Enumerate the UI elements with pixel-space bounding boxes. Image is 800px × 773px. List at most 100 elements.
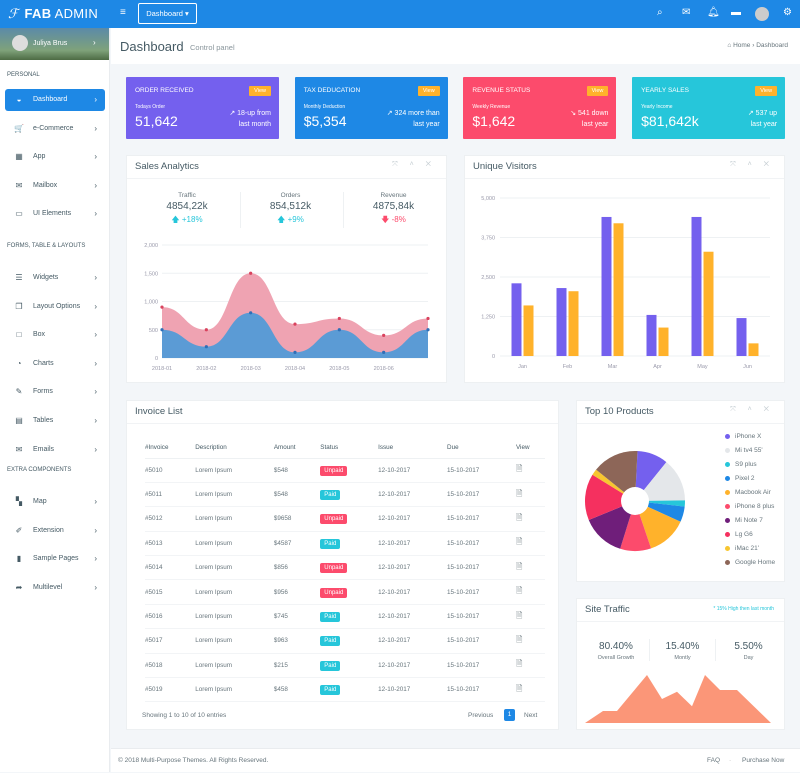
legend-item: Pixel 2 <box>725 475 755 482</box>
column-header[interactable]: Issue <box>378 438 448 459</box>
view-document-icon[interactable]: 🗎 <box>515 634 523 644</box>
status-badge: Unpaid <box>320 587 348 598</box>
purchase-link[interactable]: Purchase Now <box>742 757 785 764</box>
pie-slice-iphone-x <box>635 451 667 501</box>
sidebar-item-app[interactable]: ▦ App › <box>5 146 105 168</box>
cell: 12-10-2017 <box>378 579 448 605</box>
hamburger-icon[interactable]: ≡ <box>120 7 126 18</box>
cell: Lorem Ipsum <box>195 628 274 654</box>
pie-slice-mi-tv4-55- <box>635 462 685 501</box>
previous-button[interactable]: Previous <box>468 712 494 719</box>
page-1-button[interactable]: 1 <box>504 709 515 721</box>
sidebar-item-dashboard[interactable]: ◒ Dashboard › <box>5 89 105 111</box>
delta-line: last year <box>750 121 778 128</box>
user-profile[interactable]: Juliya Brus › <box>0 28 109 60</box>
pie-slice-mi-note-7 <box>588 501 635 549</box>
sidebar-item-emails[interactable]: ✉ Emails › <box>5 439 105 461</box>
bell-icon[interactable]: 🔔︎ <box>707 7 720 18</box>
kpi-label: Revenue <box>380 192 407 199</box>
x-tick-label: 2018-06 <box>374 366 394 372</box>
cell: 15-10-2017 <box>447 531 516 557</box>
y-tick-label: 1,250 <box>481 315 495 321</box>
stat-card: YEARLY SALES View Yearly Income $81,642k ↗ 5… <box>632 77 786 139</box>
view-button[interactable]: View <box>586 86 609 96</box>
card-controls[interactable]: ⤧ ˄ ✕ <box>730 406 774 413</box>
bar-jun-0 <box>736 318 747 356</box>
sidebar: Juliya Brus › PERSONAL FORMS, TABLE & LAY… <box>0 28 110 772</box>
sidebar-item-map[interactable]: ▚ Map › <box>5 491 105 513</box>
column-header[interactable]: Due <box>447 438 516 459</box>
view-document-icon[interactable]: 🗎 <box>515 488 523 498</box>
breadcrumb-home[interactable]: Home <box>733 42 751 49</box>
sidebar-item-multilevel[interactable]: ➦ Multilevel › <box>5 577 105 599</box>
visitors-bar-chart: 0 1,250 2,500 3,750 5,000 Jan Feb Mar Apr May Jun <box>481 196 770 370</box>
cell: #5013 <box>145 531 196 557</box>
sidebar-item-layout-options[interactable]: ❐ Layout Options › <box>5 296 105 318</box>
column-header[interactable]: #Invoice <box>145 438 196 459</box>
card-controls[interactable]: ⤧ ˄ ✕ <box>392 161 436 168</box>
share-icon: ➦ <box>15 582 23 592</box>
view-document-icon[interactable]: 🗎 <box>515 683 523 693</box>
search-icon[interactable]: ⌕ <box>657 7 663 18</box>
cell-text: 12-10-2017 <box>378 466 411 474</box>
faq-link[interactable]: FAQ <box>707 757 721 764</box>
column-header[interactable]: Description <box>195 438 274 459</box>
sidebar-item-label: Mailbox <box>33 181 58 189</box>
stat-card: REVENUE STATUS View Weekly Revenue $1,642 ↘ … <box>463 77 617 139</box>
view-document-icon[interactable]: 🗎 <box>515 659 523 669</box>
view-button[interactable]: View <box>249 86 271 96</box>
mail-icon[interactable]: ✉ <box>682 7 691 18</box>
legend-item: iMac 21' <box>725 545 759 552</box>
cell: 15-10-2017 <box>447 604 516 630</box>
cell-text: $963 <box>273 637 288 645</box>
logo-bold: FAB <box>24 6 52 21</box>
table-row: #5015 Lorem Ipsum $956 Unpaid 12-10-2017 15-1… <box>145 579 545 605</box>
dashboard-dropdown[interactable]: Dashboard ▾ <box>138 3 197 24</box>
column-header[interactable]: View <box>515 438 545 459</box>
dashboard-icon: ◒ <box>16 95 22 104</box>
sidebar-item-charts[interactable]: ◔ Charts › <box>5 353 105 375</box>
chat-icon[interactable]: ▬ <box>731 7 741 18</box>
sidebar-item-widgets[interactable]: ☰ Widgets › <box>5 267 105 289</box>
cell: Lorem Ipsum <box>195 531 274 557</box>
view-button[interactable]: View <box>417 86 440 96</box>
next-button[interactable]: Next <box>524 712 538 719</box>
sidebar-item-tables[interactable]: ▤ Tables › <box>5 410 105 432</box>
avatar[interactable] <box>755 7 769 21</box>
sidebar-item-box[interactable]: □ Box › <box>5 324 105 346</box>
file-icon: ▮ <box>16 554 22 564</box>
column-header[interactable]: Amount <box>273 438 321 459</box>
data-point <box>382 350 386 354</box>
pie-slice-iphone-8-plus <box>620 501 652 551</box>
status-badge: Paid <box>320 490 341 501</box>
view-document-icon[interactable]: 🗎 <box>515 561 523 571</box>
gear-icon[interactable]: ⚙ <box>783 7 792 18</box>
y-tick-label: 1,000 <box>144 300 158 306</box>
sidebar-item-e-commerce[interactable]: 🛒 e-Commerce › <box>5 118 105 140</box>
cell-text: 12-10-2017 <box>378 661 411 669</box>
view-document-icon[interactable]: 🗎 <box>515 610 523 620</box>
sidebar-item-extension[interactable]: ✐ Extension › <box>5 520 105 542</box>
logo[interactable]: ℱ FAB ADMIN <box>8 6 99 21</box>
sidebar-item-mailbox[interactable]: ✉ Mailbox › <box>5 175 105 197</box>
chevron-right-icon: › <box>93 38 96 47</box>
sidebar-item-forms[interactable]: ✎ Forms › <box>5 381 105 403</box>
sidebar-item-ui-elements[interactable]: ▭ UI Elements › <box>5 203 105 225</box>
card-controls[interactable]: ⤧ ˄ ✕ <box>730 161 774 168</box>
cart-icon: 🛒 <box>14 123 24 133</box>
sidebar-item-sample-pages[interactable]: ▮ Sample Pages › <box>5 548 105 570</box>
pie-slice-lg-g6 <box>585 474 635 521</box>
bar-apr-1 <box>658 327 669 356</box>
map-icon: ▚ <box>15 497 23 506</box>
table-row: #5012 Lorem Ipsum $9658 Unpaid 12-10-2017 15-… <box>145 506 545 532</box>
column-header[interactable]: Status <box>320 438 379 459</box>
view-document-icon[interactable]: 🗎 <box>515 464 523 474</box>
cell: 15-10-2017 <box>447 482 516 508</box>
view-document-icon[interactable]: 🗎 <box>515 586 523 596</box>
cell: 12-10-2017 <box>378 506 448 532</box>
view-document-icon[interactable]: 🗎 <box>515 512 523 522</box>
chevron-right-icon: › <box>94 525 97 535</box>
view-button[interactable]: View <box>755 86 778 96</box>
view-document-icon[interactable]: 🗎 <box>515 537 523 547</box>
laptop-icon: ▭ <box>15 209 23 219</box>
